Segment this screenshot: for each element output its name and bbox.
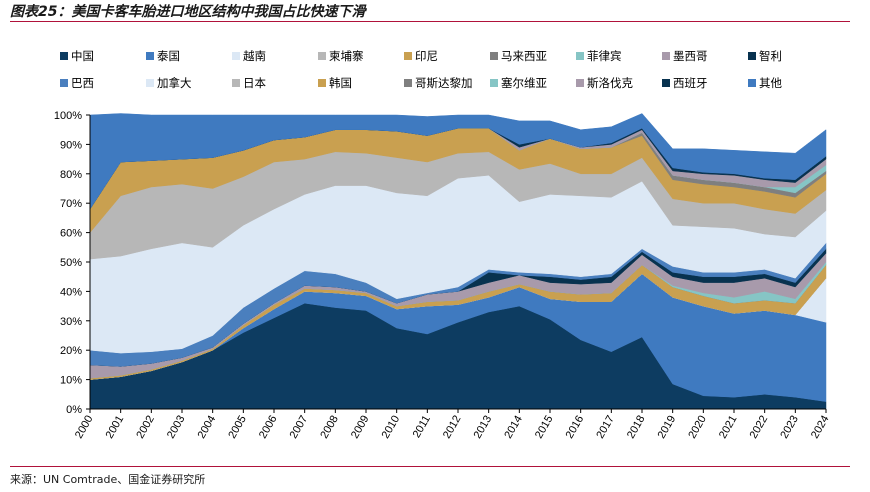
plot-areas <box>89 113 827 410</box>
legend-label-10: 加拿大 <box>157 76 192 90</box>
x-tick-label: 2018 <box>625 414 648 441</box>
x-tick-label: 2004 <box>196 414 219 441</box>
x-tick-label: 2020 <box>686 414 709 441</box>
x-tick-label: 2007 <box>288 414 311 441</box>
source-note: 来源：UN Comtrade、国金证券研究所 <box>10 473 206 486</box>
x-tick-label: 2008 <box>318 414 341 441</box>
x-tick-label: 2010 <box>380 414 403 441</box>
title-rule <box>10 21 850 22</box>
x-tick-label: 2000 <box>73 414 96 441</box>
legend-label-3: 柬埔寨 <box>329 49 364 63</box>
legend-swatch-6 <box>576 52 584 60</box>
legend-swatch-12 <box>318 79 326 87</box>
legend-label-2: 越南 <box>243 49 266 63</box>
legend-swatch-16 <box>662 79 670 87</box>
legend-swatch-17 <box>748 79 756 87</box>
legend-label-15: 斯洛伐克 <box>587 76 633 90</box>
x-tick-label: 2014 <box>502 414 525 441</box>
legend-label-13: 哥斯达黎加 <box>415 76 473 90</box>
legend-swatch-15 <box>576 79 584 87</box>
y-tick-label: 20% <box>60 345 82 357</box>
legend-label-17: 其他 <box>759 76 782 90</box>
legend-label-4: 印尼 <box>415 49 438 63</box>
legend-label-14: 塞尔维亚 <box>501 76 547 90</box>
y-tick-label: 10% <box>60 375 82 387</box>
x-tick-label: 2017 <box>594 414 617 441</box>
legend-label-8: 智利 <box>759 49 782 63</box>
x-tick-label: 2015 <box>533 414 556 441</box>
legend-swatch-11 <box>232 79 240 87</box>
legend-swatch-8 <box>748 52 756 60</box>
legend-swatch-14 <box>490 79 498 87</box>
chart-title: 图表25：美国卡客车胎进口地区结构中我国占比快速下滑 <box>10 4 366 20</box>
y-tick-label: 40% <box>60 286 82 298</box>
legend-swatch-10 <box>146 79 154 87</box>
legend-swatch-7 <box>662 52 670 60</box>
x-tick-label: 2009 <box>349 414 372 441</box>
legend-swatch-0 <box>60 52 68 60</box>
y-tick-label: 60% <box>60 228 82 240</box>
x-tick-label: 2002 <box>134 414 157 441</box>
y-tick-label: 100% <box>54 110 82 122</box>
legend-swatch-5 <box>490 52 498 60</box>
x-tick-label: 2019 <box>656 414 679 441</box>
legend-label-9: 巴西 <box>71 76 94 90</box>
y-tick-label: 90% <box>60 139 82 151</box>
x-tick-label: 2022 <box>748 414 771 441</box>
y-tick-label: 70% <box>60 198 82 210</box>
legend-swatch-1 <box>146 52 154 60</box>
legend-label-1: 泰国 <box>157 49 180 63</box>
x-tick-label: 2023 <box>778 414 801 441</box>
legend-swatch-2 <box>232 52 240 60</box>
legend-swatch-4 <box>404 52 412 60</box>
x-tick-label: 2012 <box>441 414 464 441</box>
x-tick-label: 2021 <box>717 414 740 441</box>
legend-swatch-13 <box>404 79 412 87</box>
legend-label-7: 墨西哥 <box>673 49 708 63</box>
x-tick-label: 2011 <box>411 414 433 440</box>
legend-label-6: 菲律宾 <box>587 49 622 63</box>
legend-swatch-3 <box>318 52 326 60</box>
x-tick-label: 2001 <box>104 414 127 441</box>
legend-label-0: 中国 <box>71 49 94 63</box>
x-tick-label: 2013 <box>472 413 495 440</box>
y-tick-label: 80% <box>60 169 82 181</box>
legend-label-11: 日本 <box>243 76 266 90</box>
x-tick-label: 2016 <box>564 414 587 441</box>
y-tick-label: 0% <box>66 404 82 416</box>
footer-rule <box>10 466 850 467</box>
legend-swatch-9 <box>60 79 68 87</box>
legend-label-16: 西班牙 <box>673 76 708 90</box>
area-series-17 <box>89 113 827 210</box>
x-tick-label: 2024 <box>809 414 832 441</box>
legend-label-12: 韩国 <box>329 76 352 90</box>
legend-label-5: 马来西亚 <box>501 49 547 63</box>
x-tick-label: 2005 <box>226 414 249 441</box>
x-tick-label: 2003 <box>165 414 188 441</box>
y-tick-label: 50% <box>60 257 82 269</box>
y-tick-label: 30% <box>60 316 82 328</box>
x-tick-label: 2006 <box>257 414 280 441</box>
